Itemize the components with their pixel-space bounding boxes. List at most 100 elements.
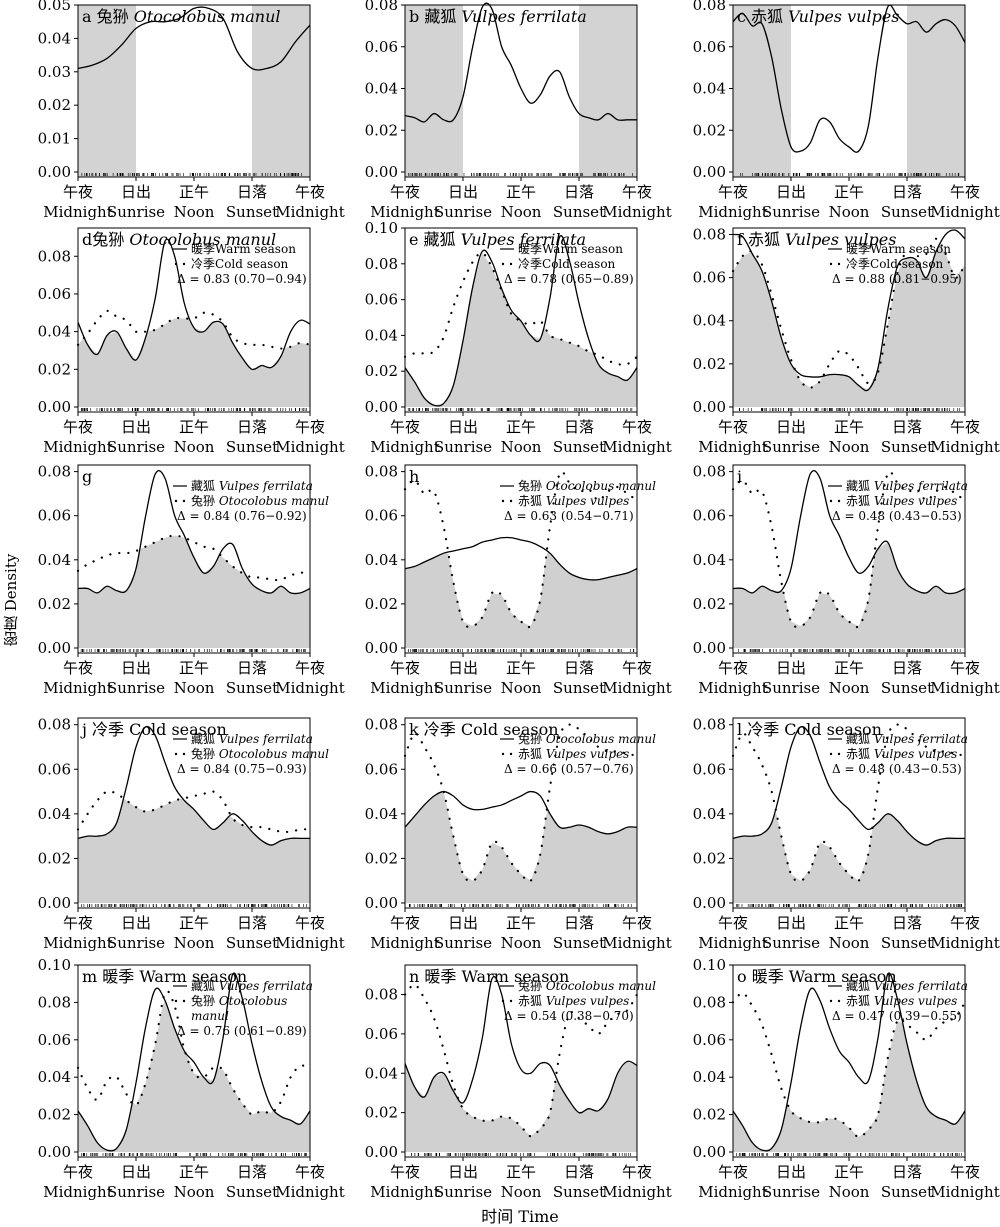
x-tick-label-en: Midnight	[43, 438, 113, 456]
legend-label-cn: 冷季	[846, 257, 870, 271]
y-tick-label: 0.08	[693, 0, 726, 14]
x-tick-label-cn: 日落	[237, 914, 267, 932]
legend-label-en: Warm season	[542, 242, 623, 256]
panel-f: 0.00 0.02 0.04 0.06 0.08 午夜 Midnight 日出 Sunrise 正…	[693, 225, 1000, 456]
legend-swatch-dot	[174, 752, 178, 756]
y-tick-label: 0.04	[693, 80, 726, 98]
x-tick-label-cn: 日出	[121, 418, 151, 436]
legend-swatch-dot	[501, 262, 505, 266]
legend-swatch-dot	[837, 262, 841, 266]
x-tick-label-en: Sunset	[226, 679, 278, 697]
x-tick-label-cn: 日落	[564, 418, 594, 436]
legend-label-cn: 赤狐	[518, 994, 546, 1008]
legend-label-en: Vulpes vulpes	[874, 747, 958, 761]
x-tick-label-en: Sunrise	[107, 934, 165, 952]
y-tick-label: 0.08	[365, 463, 398, 481]
legend-swatch-dot	[501, 999, 505, 1003]
x-tick-label-cn: 日落	[564, 1163, 594, 1181]
overlap-area	[733, 1021, 965, 1152]
x-tick-label-cn: 正午	[506, 418, 536, 436]
panel-title: a 兔狲 Otocolobus manul	[82, 7, 281, 26]
y-tick-label: 0.06	[693, 38, 726, 56]
x-tick-label-en: Midnight	[275, 203, 345, 221]
overlap-coefficient: Δ = 0.83 (0.70−0.94)	[177, 272, 307, 286]
x-tick-label-cn: 午夜	[718, 659, 748, 677]
legend-label-en: Otocolobus	[219, 994, 287, 1008]
y-tick-label: 0.06	[38, 285, 71, 303]
overlap-area	[733, 542, 965, 648]
x-tick-label-en: Sunset	[226, 934, 278, 952]
x-tick-label-en: Midnight	[43, 679, 113, 697]
x-tick-label-en: Midnight	[43, 203, 113, 221]
y-tick-label: 0.06	[693, 507, 726, 525]
night-band-right	[907, 5, 965, 177]
overlap-coefficient: Δ = 0.48 (0.43−0.53)	[832, 762, 962, 776]
panel-o: 0.00 0.02 0.04 0.06 0.08 0.10 午夜 Midnight 日出 Sunr…	[693, 956, 1000, 1201]
panel-n: 0.00 0.02 0.04 0.06 0.08 午夜 Midnight 日出 Sunrise 正…	[365, 964, 672, 1201]
legend-label-en: Otocolobus manul	[546, 979, 656, 993]
overlap-coefficient: Δ = 0.76 (0.61−0.89)	[177, 1024, 307, 1038]
y-tick-label: 0.10	[38, 956, 71, 974]
y-tick-label: 0.08	[693, 225, 726, 243]
y-tick-label: 0.06	[693, 760, 726, 778]
x-tick-label-en: Midnight	[275, 438, 345, 456]
x-tick-label-en: Noon	[174, 679, 215, 697]
x-tick-label-cn: 日落	[564, 659, 594, 677]
x-tick-label-cn: 正午	[179, 183, 209, 201]
rug-marks	[740, 173, 960, 176]
x-tick-label-en: Midnight	[275, 1183, 345, 1201]
panel-title-label: e 藏狐	[409, 230, 461, 249]
x-tick-label-en: Midnight	[275, 679, 345, 697]
x-tick-label-cn: 日落	[892, 1163, 922, 1181]
x-tick-label-cn: 日出	[776, 183, 806, 201]
x-tick-label-cn: 日出	[121, 914, 151, 932]
panel-b: 0.00 0.02 0.04 0.06 0.08 午夜 Midnight 日出 Sunrise 正…	[365, 0, 672, 221]
legend-label: 暖季Warm season	[191, 242, 296, 256]
x-tick-label-cn: 正午	[834, 1163, 864, 1181]
legend-label-cn: 藏狐	[846, 479, 874, 493]
x-tick-label-en: Noon	[174, 1183, 215, 1201]
x-tick-label-en: Noon	[501, 438, 542, 456]
y-tick-label: 0.06	[693, 269, 726, 287]
overlap-area	[733, 813, 965, 903]
x-tick-label-en: Midnight	[370, 934, 440, 952]
overlap-coefficient: Δ = 0.84 (0.75−0.93)	[177, 762, 307, 776]
x-tick-label-cn: 日出	[776, 418, 806, 436]
rug-marks	[411, 1153, 631, 1156]
density-curve-dotted	[403, 723, 639, 883]
panel-title: n 暖季 Warm season	[409, 967, 569, 986]
overlap-coefficient: Δ = 0.63 (0.54−0.71)	[504, 509, 634, 523]
rug-marks	[738, 408, 961, 411]
legend-label-en: Vulpes ferrilata	[874, 732, 968, 746]
y-tick-label: 0.04	[365, 805, 398, 823]
overlap-area	[78, 798, 310, 903]
x-tick-label-cn: 日出	[121, 1163, 151, 1181]
panel-title: e 藏狐 Vulpes ferrilata	[409, 230, 586, 249]
legend-label-cn: 冷季	[191, 257, 215, 271]
density-curve-dotted	[731, 991, 967, 1139]
y-tick-label: 0.00	[38, 1143, 71, 1161]
x-tick-label-en: Sunset	[553, 438, 605, 456]
overlap-area	[78, 535, 310, 648]
overlap-coefficient: Δ = 0.48 (0.43−0.53)	[832, 509, 962, 523]
rug-marks	[81, 173, 302, 176]
legend-label-en: Vulpes ferrilata	[874, 979, 968, 993]
y-tick-label: 0.00	[693, 163, 726, 181]
x-tick-label-cn: 日落	[892, 183, 922, 201]
x-tick-label-en: Noon	[501, 203, 542, 221]
y-tick-label: 0.04	[693, 805, 726, 823]
y-tick-label: 0.02	[693, 355, 726, 373]
legend-label-cn: 暖季	[191, 242, 215, 256]
y-tick-label: 0.00	[38, 163, 71, 181]
x-tick-label-en: Noon	[829, 438, 870, 456]
rug-marks	[736, 904, 962, 907]
y-tick-label: 0.02	[365, 1104, 398, 1122]
x-tick-label-cn: 午夜	[622, 659, 652, 677]
panel-title-label: i	[737, 467, 742, 486]
y-tick-label: 0.00	[365, 163, 398, 181]
overlap-area	[405, 551, 637, 648]
legend-label: 藏狐 Vulpes ferrilata	[846, 479, 968, 493]
